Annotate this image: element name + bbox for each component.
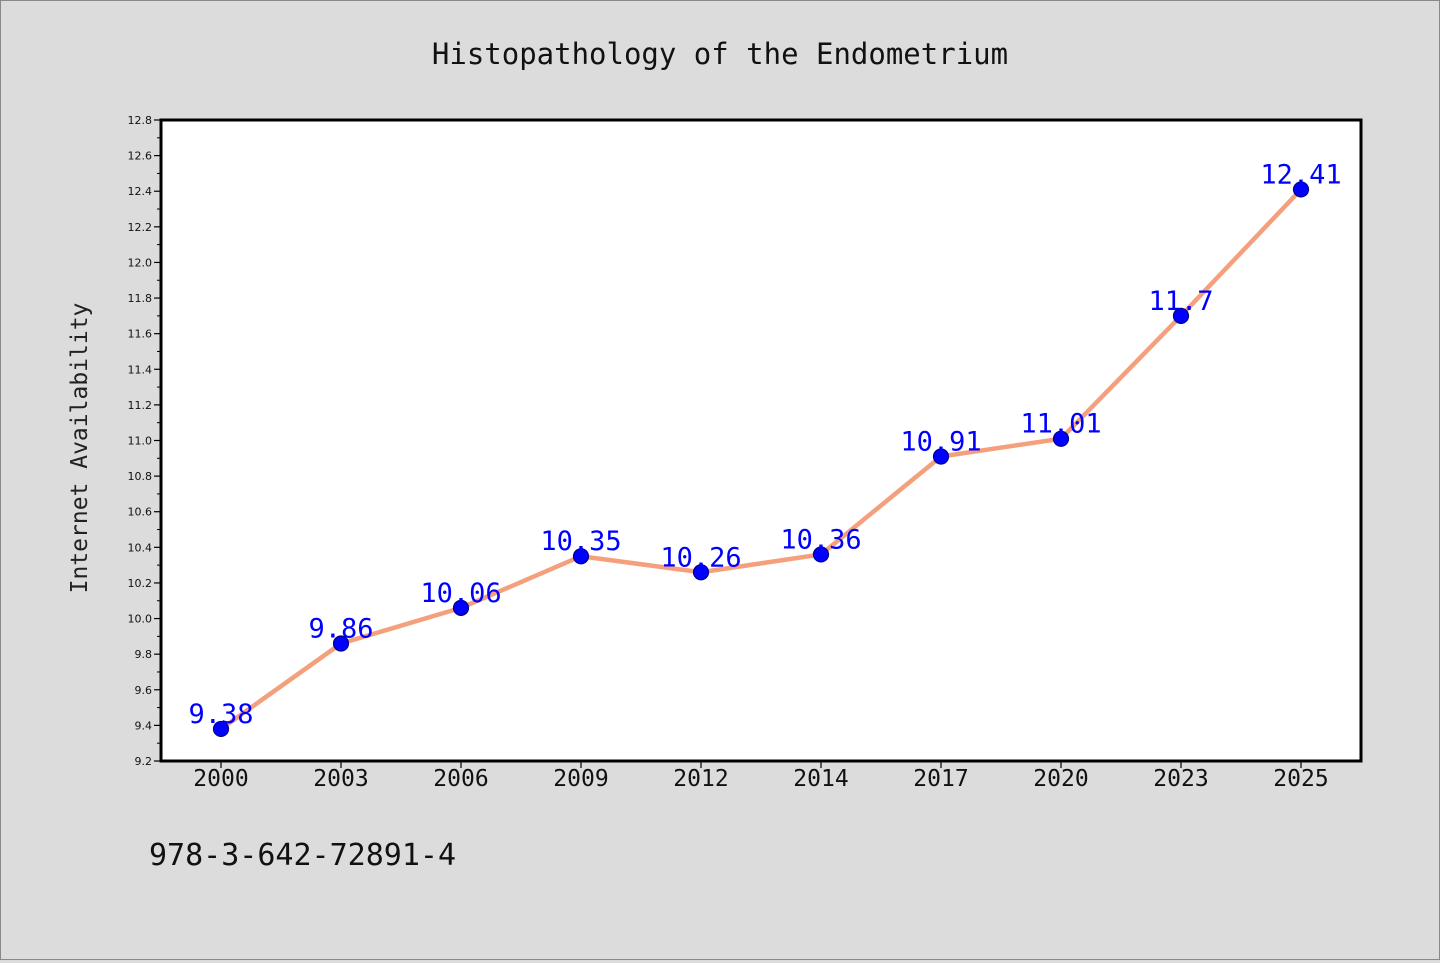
isbn-text: 978-3-642-72891-4: [149, 838, 456, 873]
x-tick-label: 2012: [673, 766, 728, 792]
data-label: 11.01: [1020, 409, 1101, 440]
data-point: [572, 548, 590, 565]
data-point: [332, 635, 350, 652]
data-point: [1052, 430, 1070, 447]
data-label: 10.35: [540, 526, 621, 557]
series-layer: 9.38 9.86 10.06 10.35 10.26 10.36 10.91 11.01 11…: [188, 159, 1342, 738]
y-tick-label: 9.8: [135, 648, 153, 661]
x-axis: 2000 2003 2006 2009 2012 2014 2017 2020 2023 2025: [193, 761, 1329, 792]
plot-area: [159, 118, 1363, 763]
y-tick-label: 9.2: [135, 755, 153, 768]
data-point: [1172, 307, 1190, 324]
data-point: [692, 564, 710, 581]
data-label: 10.26: [660, 542, 741, 573]
y-tick-label: 11.6: [128, 328, 153, 341]
x-tick-label: 2003: [313, 766, 368, 792]
series-line: [218, 187, 1304, 732]
data-label: 12.41: [1260, 159, 1341, 190]
data-point: [932, 448, 950, 465]
y-tick-label: 11.2: [128, 399, 153, 412]
y-tick-label: 10.8: [128, 470, 153, 483]
y-tick-label: 10.4: [128, 541, 153, 554]
y-axis-label: Internet Availability: [67, 303, 93, 594]
y-tick-label: 10.2: [128, 577, 153, 590]
x-tick-label: 2020: [1033, 766, 1088, 792]
y-tick-label: 12.6: [128, 150, 153, 163]
data-label: 10.91: [900, 427, 981, 458]
x-tick-label: 2014: [793, 766, 848, 792]
data-point: [212, 720, 230, 738]
x-tick-label: 2025: [1273, 766, 1328, 792]
y-tick-label: 12.4: [128, 185, 153, 198]
data-label: 10.36: [780, 524, 861, 555]
data-label: 11.7: [1148, 286, 1213, 317]
y-tick-label: 10.0: [128, 613, 153, 626]
data-point: [1292, 181, 1310, 198]
y-tick-label: 12.2: [128, 221, 153, 234]
data-label: 9.38: [188, 699, 253, 730]
y-tick-label: 11.4: [128, 363, 153, 376]
x-tick-label: 2000: [193, 766, 248, 792]
y-tick-label: 10.6: [128, 506, 153, 519]
data-point: [452, 599, 470, 616]
x-tick-label: 2009: [553, 766, 608, 792]
y-tick-label: 12.8: [128, 114, 153, 127]
y-tick-label: 11.8: [128, 292, 153, 305]
y-tick-label: 12.0: [128, 256, 153, 269]
chart-title: Histopathology of the Endometrium: [432, 37, 1008, 71]
y-tick-label: 11.0: [128, 435, 153, 448]
y-axis: 9.2 9.4 9.6 9.8 10.0 10.2 10.4 10.6 10.8 11.0 11.2…: [128, 114, 161, 768]
x-tick-label: 2023: [1153, 766, 1208, 792]
x-tick-label: 2017: [913, 766, 968, 792]
y-tick-label: 9.4: [135, 719, 153, 732]
y-tick-label: 9.6: [135, 684, 153, 697]
data-label: 10.06: [420, 578, 501, 609]
data-point: [812, 546, 830, 563]
data-label: 9.86: [308, 613, 373, 644]
x-tick-label: 2006: [433, 766, 488, 792]
